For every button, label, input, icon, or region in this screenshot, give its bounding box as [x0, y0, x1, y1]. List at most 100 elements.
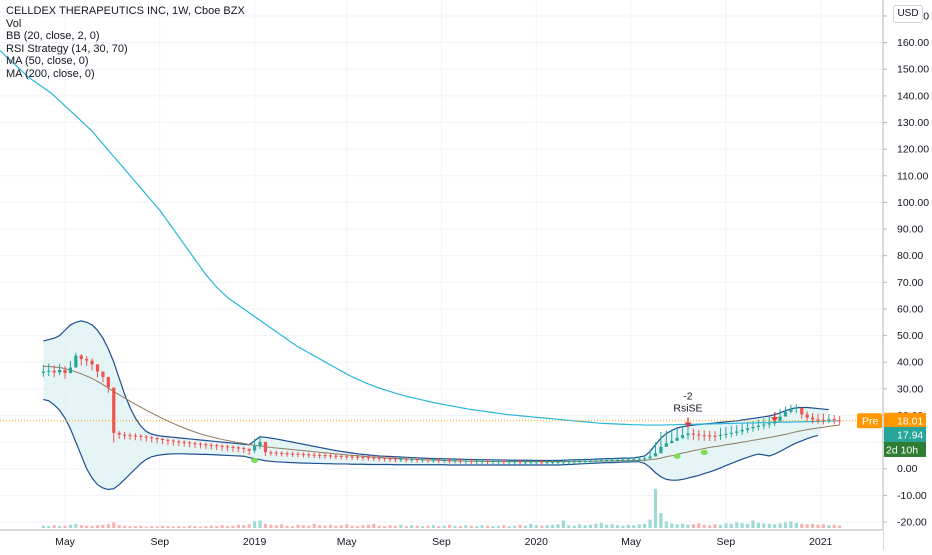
pre-label: Pre — [862, 416, 879, 428]
candle — [334, 453, 338, 460]
volume-bar — [680, 523, 685, 528]
volume-bar — [491, 526, 495, 528]
volume-bar — [540, 525, 544, 528]
candle-body — [632, 459, 636, 461]
candle-body — [139, 435, 143, 437]
candle-body — [437, 459, 441, 461]
price-tick-label: 120.00 — [897, 144, 929, 156]
legend-bb[interactable]: BB (20, close, 2, 0) — [6, 30, 100, 42]
volume-bar — [361, 525, 365, 528]
candle — [312, 452, 316, 459]
volume-bar — [745, 523, 750, 528]
candle-body — [188, 442, 192, 444]
volume-bar — [529, 523, 533, 528]
volume-bar — [280, 524, 284, 528]
volume-bar — [242, 525, 246, 528]
candle-body — [112, 387, 116, 433]
volume-bar — [686, 524, 690, 528]
candle-body — [540, 461, 544, 463]
candle-body — [366, 457, 370, 459]
candle — [112, 387, 116, 443]
candle — [90, 358, 94, 371]
symbol-title[interactable]: CELLDEX THERAPEUTICS INC, 1W, Cboe BZX — [6, 5, 245, 17]
candle — [507, 459, 511, 465]
volume-bar — [74, 523, 78, 528]
volume-bar — [578, 524, 582, 528]
volume-bar — [177, 526, 181, 528]
volume-bar — [718, 524, 723, 528]
candle-body — [605, 459, 609, 461]
volume-bar — [838, 525, 842, 528]
candle — [442, 457, 446, 464]
volume-bar — [215, 526, 219, 528]
candle-body — [523, 461, 528, 463]
candle-body — [215, 445, 219, 447]
candle-body — [318, 454, 322, 456]
candle-body — [377, 457, 381, 459]
candle-body — [783, 411, 788, 417]
candle — [410, 457, 414, 463]
candle — [529, 459, 533, 465]
candle — [832, 414, 836, 425]
chart-legend: CELLDEX THERAPEUTICS INC, 1W, Cboe BZX V… — [6, 5, 245, 80]
legend-vol[interactable]: Vol — [6, 17, 22, 30]
candle-body — [599, 460, 603, 462]
volume-bar — [518, 524, 522, 528]
candle-body — [794, 407, 798, 409]
candle — [675, 428, 679, 441]
candle-body — [588, 460, 593, 462]
volume-bar — [68, 524, 73, 528]
candle-body — [90, 360, 94, 365]
candle — [778, 409, 782, 422]
buy-signal-marker — [700, 449, 708, 455]
candle-body — [47, 370, 51, 372]
volume-bar — [583, 525, 587, 528]
candle — [258, 435, 262, 450]
legend-ma50[interactable]: MA (50, close, 0) — [6, 55, 89, 67]
candle — [594, 458, 598, 464]
sell-signal-arrow — [771, 417, 779, 423]
candle — [567, 459, 571, 465]
candle-body — [41, 371, 45, 373]
candle-body — [713, 435, 717, 437]
candle — [57, 363, 62, 376]
candle-body — [778, 416, 782, 422]
candle — [740, 423, 744, 435]
candle-body — [182, 441, 186, 443]
candle-body — [496, 461, 500, 463]
candle — [572, 459, 576, 465]
volume-bar — [274, 525, 278, 528]
candle-body — [312, 454, 316, 456]
candle — [399, 456, 403, 463]
candle-body — [133, 435, 138, 437]
candle-body — [290, 453, 295, 455]
candle-body — [63, 369, 67, 374]
candle-body — [529, 461, 533, 463]
candle — [274, 450, 278, 457]
candle-body — [643, 458, 647, 460]
candle — [762, 418, 766, 430]
volume-bar — [599, 522, 603, 528]
candle — [729, 425, 733, 438]
candle-body — [789, 408, 793, 412]
candle — [518, 459, 522, 465]
candle-body — [821, 419, 826, 421]
price-tick-label: -20.00 — [897, 517, 927, 529]
price-tick-label: 150.00 — [897, 64, 929, 76]
volume-bar — [426, 525, 430, 528]
candle-body — [740, 429, 744, 432]
price-tick-label: 70.00 — [897, 277, 923, 289]
candle — [659, 431, 663, 454]
candle-body — [491, 461, 495, 463]
legend-ma200[interactable]: MA (200, close, 0) — [6, 67, 95, 80]
currency-button[interactable]: USD — [893, 5, 923, 23]
volume-bar — [318, 525, 322, 528]
volume-bar — [507, 526, 511, 528]
candle-body — [469, 460, 473, 462]
volume-bar — [691, 524, 695, 528]
legend-rsi-strategy[interactable]: RSI Strategy (14, 30, 70) — [6, 42, 128, 55]
candle-body — [458, 460, 463, 462]
